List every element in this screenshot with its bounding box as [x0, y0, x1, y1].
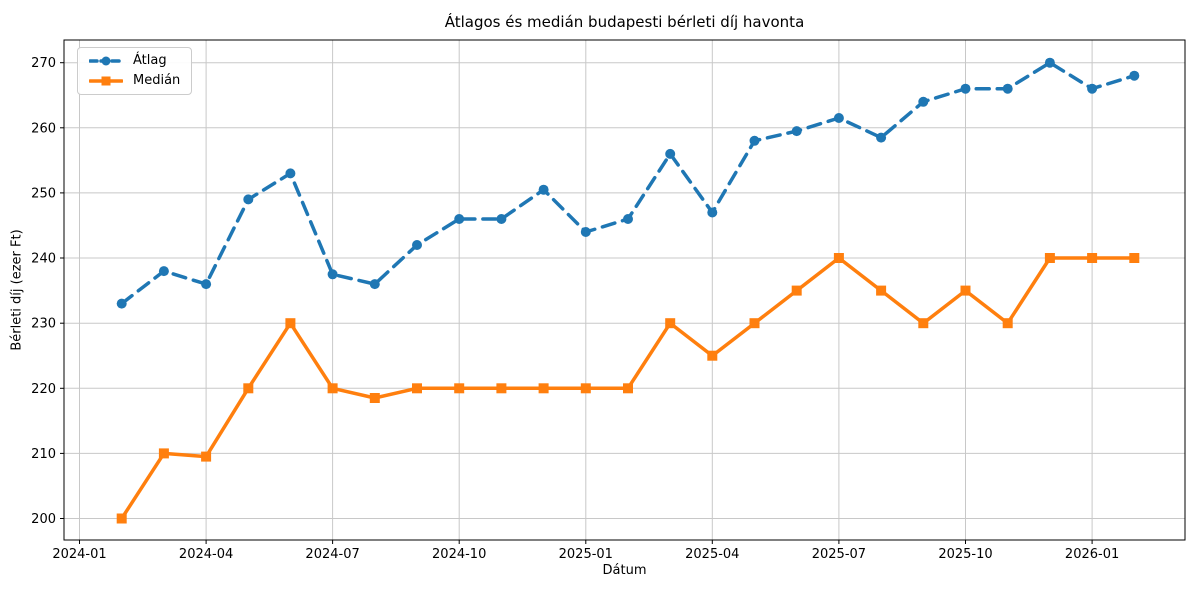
x-tick-label: 2025-01 [559, 547, 613, 562]
series-line-0 [119, 60, 1137, 306]
data-point [496, 214, 507, 224]
data-point [454, 383, 465, 394]
y-tick-label: 250 [31, 186, 56, 201]
atlag-dashed-line-swatch [89, 56, 123, 66]
data-point [1087, 253, 1098, 263]
data-point [243, 194, 254, 205]
data-point [496, 383, 507, 394]
data-point [412, 383, 422, 394]
x-tick-label: 2026-01 [1065, 547, 1119, 562]
x-tick-label: 2025-07 [812, 547, 866, 562]
data-point [538, 383, 549, 394]
data-point [580, 383, 591, 394]
x-tick-label: 2025-04 [685, 547, 739, 562]
data-point [1044, 253, 1055, 263]
data-point [876, 285, 887, 296]
data-point [369, 279, 380, 290]
data-point [412, 240, 422, 250]
y-tick-label: 200 [31, 512, 56, 527]
data-point [876, 132, 887, 143]
data-point [1129, 70, 1140, 81]
data-point [791, 285, 802, 296]
data-point [116, 298, 127, 309]
x-tick-label: 2024-01 [52, 547, 106, 562]
data-point [1129, 253, 1140, 263]
data-point [833, 113, 844, 123]
data-point [749, 318, 760, 329]
data-point [918, 96, 929, 107]
legend: Átlag Medián [77, 47, 193, 95]
data-point [158, 266, 169, 277]
y-tick-label: 230 [31, 317, 56, 332]
data-point [833, 253, 844, 263]
data-point [243, 383, 254, 394]
data-point [158, 448, 169, 459]
data-point [285, 318, 296, 329]
y-tick-label: 270 [31, 56, 56, 71]
y-tick-label: 210 [31, 447, 56, 462]
data-point [327, 269, 338, 280]
data-point [327, 383, 338, 394]
data-point [918, 318, 929, 329]
data-point [201, 279, 212, 290]
data-point [707, 207, 718, 218]
data-point [707, 350, 718, 361]
data-point [116, 513, 127, 524]
legend-item-atlag: Átlag [89, 54, 180, 68]
data-point [623, 214, 633, 224]
legend-label-median: Medián [133, 73, 181, 88]
plot-frame [63, 39, 1186, 541]
data-point [369, 393, 380, 403]
median-solid-line-swatch [89, 76, 123, 86]
data-point [285, 168, 296, 179]
legend-label-atlag: Átlag [133, 53, 167, 68]
x-tick-label: 2024-04 [179, 547, 233, 562]
data-point [201, 451, 212, 462]
data-point [665, 318, 676, 329]
data-point [1044, 57, 1055, 68]
y-tick-label: 240 [31, 252, 56, 267]
legend-item-median: Medián [89, 74, 180, 88]
data-point [665, 148, 676, 159]
data-point [454, 214, 465, 224]
chart-title: Átlagos és medián budapesti bérleti díj … [444, 13, 805, 31]
data-point [538, 184, 549, 195]
y-tick-label: 260 [31, 121, 56, 136]
data-point [623, 383, 633, 394]
x-tick-label: 2024-07 [305, 547, 359, 562]
x-tick-label: 2025-10 [938, 547, 992, 562]
data-point [960, 83, 971, 94]
data-point [749, 135, 760, 146]
data-point [960, 285, 971, 296]
data-point [580, 227, 591, 237]
x-axis-label: Dátum [602, 563, 647, 578]
data-point [1002, 318, 1013, 329]
data-point [1087, 83, 1098, 94]
data-point [791, 126, 802, 137]
y-tick-label: 220 [31, 382, 56, 397]
x-tick-label: 2024-10 [432, 547, 486, 562]
data-point [1002, 83, 1013, 94]
